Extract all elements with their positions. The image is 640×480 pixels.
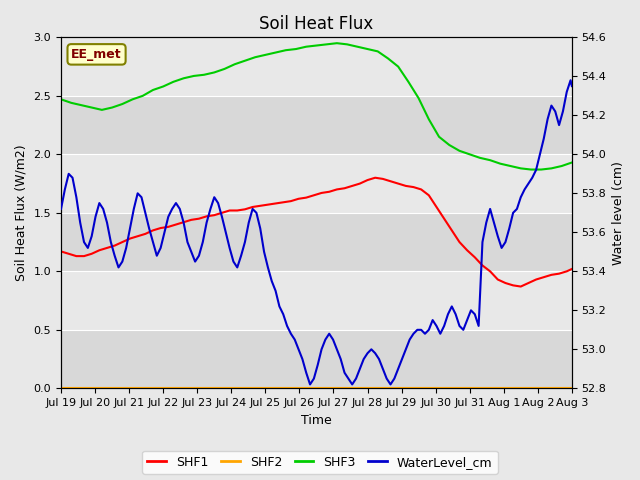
Y-axis label: Soil Heat Flux (W/m2): Soil Heat Flux (W/m2) (15, 144, 28, 281)
Bar (61, 155, 572, 213)
Bar (61, 96, 572, 155)
Bar (61, 213, 572, 271)
Bar (61, 330, 572, 388)
Legend: SHF1, SHF2, SHF3, WaterLevel_cm: SHF1, SHF2, SHF3, WaterLevel_cm (142, 451, 498, 474)
Bar (61, 37, 572, 96)
X-axis label: Time: Time (301, 414, 332, 427)
Y-axis label: Water level (cm): Water level (cm) (612, 161, 625, 265)
Bar (61, 271, 572, 330)
Text: EE_met: EE_met (71, 48, 122, 61)
Title: Soil Heat Flux: Soil Heat Flux (259, 15, 374, 33)
